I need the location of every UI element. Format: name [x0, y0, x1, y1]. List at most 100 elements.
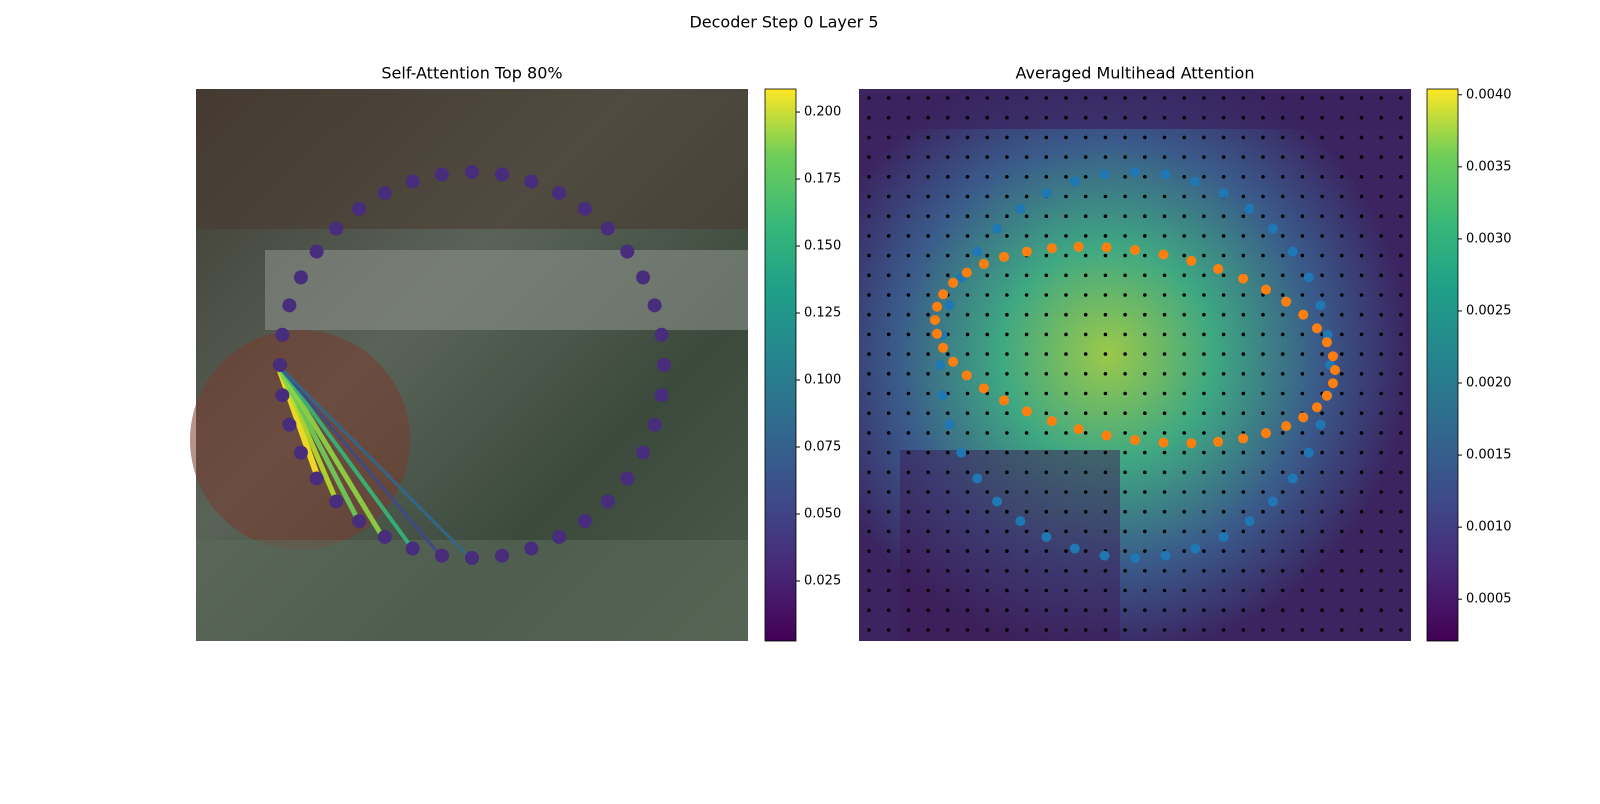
grid-dot — [1044, 155, 1049, 159]
grid-dot — [1143, 155, 1147, 159]
grid-dot — [965, 352, 970, 356]
colorbar-tick-label: 0.025 — [804, 573, 841, 588]
keypoint — [1160, 550, 1171, 561]
grid-dot — [1359, 628, 1364, 632]
grid-dot — [1340, 569, 1344, 573]
grid-dot — [886, 312, 891, 317]
grid-dot — [1202, 529, 1206, 534]
grid-dot — [1320, 214, 1324, 218]
grid-dot — [1123, 332, 1127, 337]
grid-dot — [1182, 293, 1186, 297]
grid-dot — [1005, 411, 1009, 416]
grid-dot — [906, 490, 911, 494]
grid-dot — [1340, 332, 1344, 337]
grid-dot — [1103, 332, 1108, 337]
grid-dot — [1143, 529, 1147, 534]
grid-dot — [1123, 608, 1127, 612]
grid-dot — [985, 293, 989, 297]
grid-dot — [1340, 234, 1344, 238]
grid-dot — [1359, 588, 1364, 593]
grid-dot — [906, 214, 911, 218]
grid-dot — [1379, 135, 1383, 140]
grid-dot — [1340, 450, 1344, 455]
grid-dot — [1182, 115, 1186, 120]
grid-dot — [1261, 608, 1265, 612]
grid-dot — [1083, 411, 1088, 416]
grid-dot — [1300, 608, 1305, 612]
grid-dot — [867, 470, 871, 475]
grid-dot — [1005, 588, 1009, 593]
grid-dot — [1241, 135, 1246, 140]
grid-dot — [1083, 372, 1088, 376]
grid-dot — [906, 608, 911, 612]
grid-dot — [1083, 155, 1088, 159]
grid-dot — [1162, 628, 1167, 632]
grid-dot — [1379, 549, 1383, 553]
grid-dot — [1340, 470, 1344, 475]
grid-dot — [906, 234, 911, 238]
grid-dot — [1300, 529, 1305, 534]
grid-dot — [1241, 490, 1246, 494]
grid-dot — [867, 312, 871, 317]
grid-dot — [886, 253, 891, 258]
grid-dot — [1300, 490, 1305, 494]
grid-dot — [1083, 312, 1088, 317]
grid-dot — [1359, 490, 1364, 494]
grid-dot — [1064, 293, 1068, 297]
grid-dot — [1044, 273, 1049, 278]
grid-dot — [946, 588, 950, 593]
grid-dot — [1024, 332, 1029, 337]
pred-point — [1213, 263, 1224, 274]
grid-dot — [1143, 509, 1147, 514]
grid-dot — [1182, 628, 1186, 632]
left-panel: Self-Attention Top 80% — [190, 64, 797, 642]
grid-dot — [1044, 450, 1049, 455]
grid-dot — [1044, 214, 1049, 218]
grid-dot — [985, 312, 989, 317]
grid-dot — [1261, 175, 1265, 179]
grid-dot — [965, 509, 970, 514]
grid-dot — [1123, 352, 1127, 356]
grid-dot — [965, 431, 970, 435]
grid-dot — [1241, 588, 1246, 593]
grid-dot — [1280, 312, 1285, 317]
grid-dot — [985, 135, 989, 140]
grid-dot — [985, 372, 989, 376]
grid-dot — [985, 529, 989, 534]
grid-dot — [1261, 234, 1265, 238]
grid-dot — [1162, 490, 1167, 494]
grid-dot — [1083, 490, 1088, 494]
grid-dot — [1083, 293, 1088, 297]
grid-dot — [1123, 509, 1127, 514]
grid-dot — [1379, 490, 1383, 494]
grid-dot — [1162, 352, 1167, 356]
grid-dot — [1399, 214, 1403, 218]
grid-dot — [1300, 391, 1305, 396]
grid-dot — [1320, 431, 1324, 435]
grid-dot — [1083, 450, 1088, 455]
grid-dot — [1399, 372, 1403, 376]
grid-dot — [1320, 470, 1324, 475]
keypoint — [1244, 516, 1255, 527]
grid-dot — [1280, 608, 1285, 612]
grid-dot — [965, 332, 970, 337]
grid-dot — [1280, 470, 1285, 475]
grid-dot — [906, 391, 911, 396]
grid-dot — [1241, 391, 1246, 396]
grid-dot — [1005, 96, 1009, 100]
keypoint — [1303, 272, 1314, 283]
grid-dot — [1359, 96, 1364, 100]
wall — [265, 250, 748, 330]
keypoint — [1069, 176, 1080, 187]
grid-dot — [1359, 115, 1364, 120]
grid-dot — [1024, 490, 1029, 494]
grid-dot — [1399, 234, 1403, 238]
grid-dot — [886, 509, 891, 514]
grid-dot — [1044, 628, 1049, 632]
pred-point — [961, 370, 972, 381]
grid-dot — [1300, 628, 1305, 632]
grid-dot — [1162, 135, 1167, 140]
grid-dot — [1083, 352, 1088, 356]
grid-dot — [1399, 411, 1403, 416]
keypoint — [935, 360, 945, 370]
